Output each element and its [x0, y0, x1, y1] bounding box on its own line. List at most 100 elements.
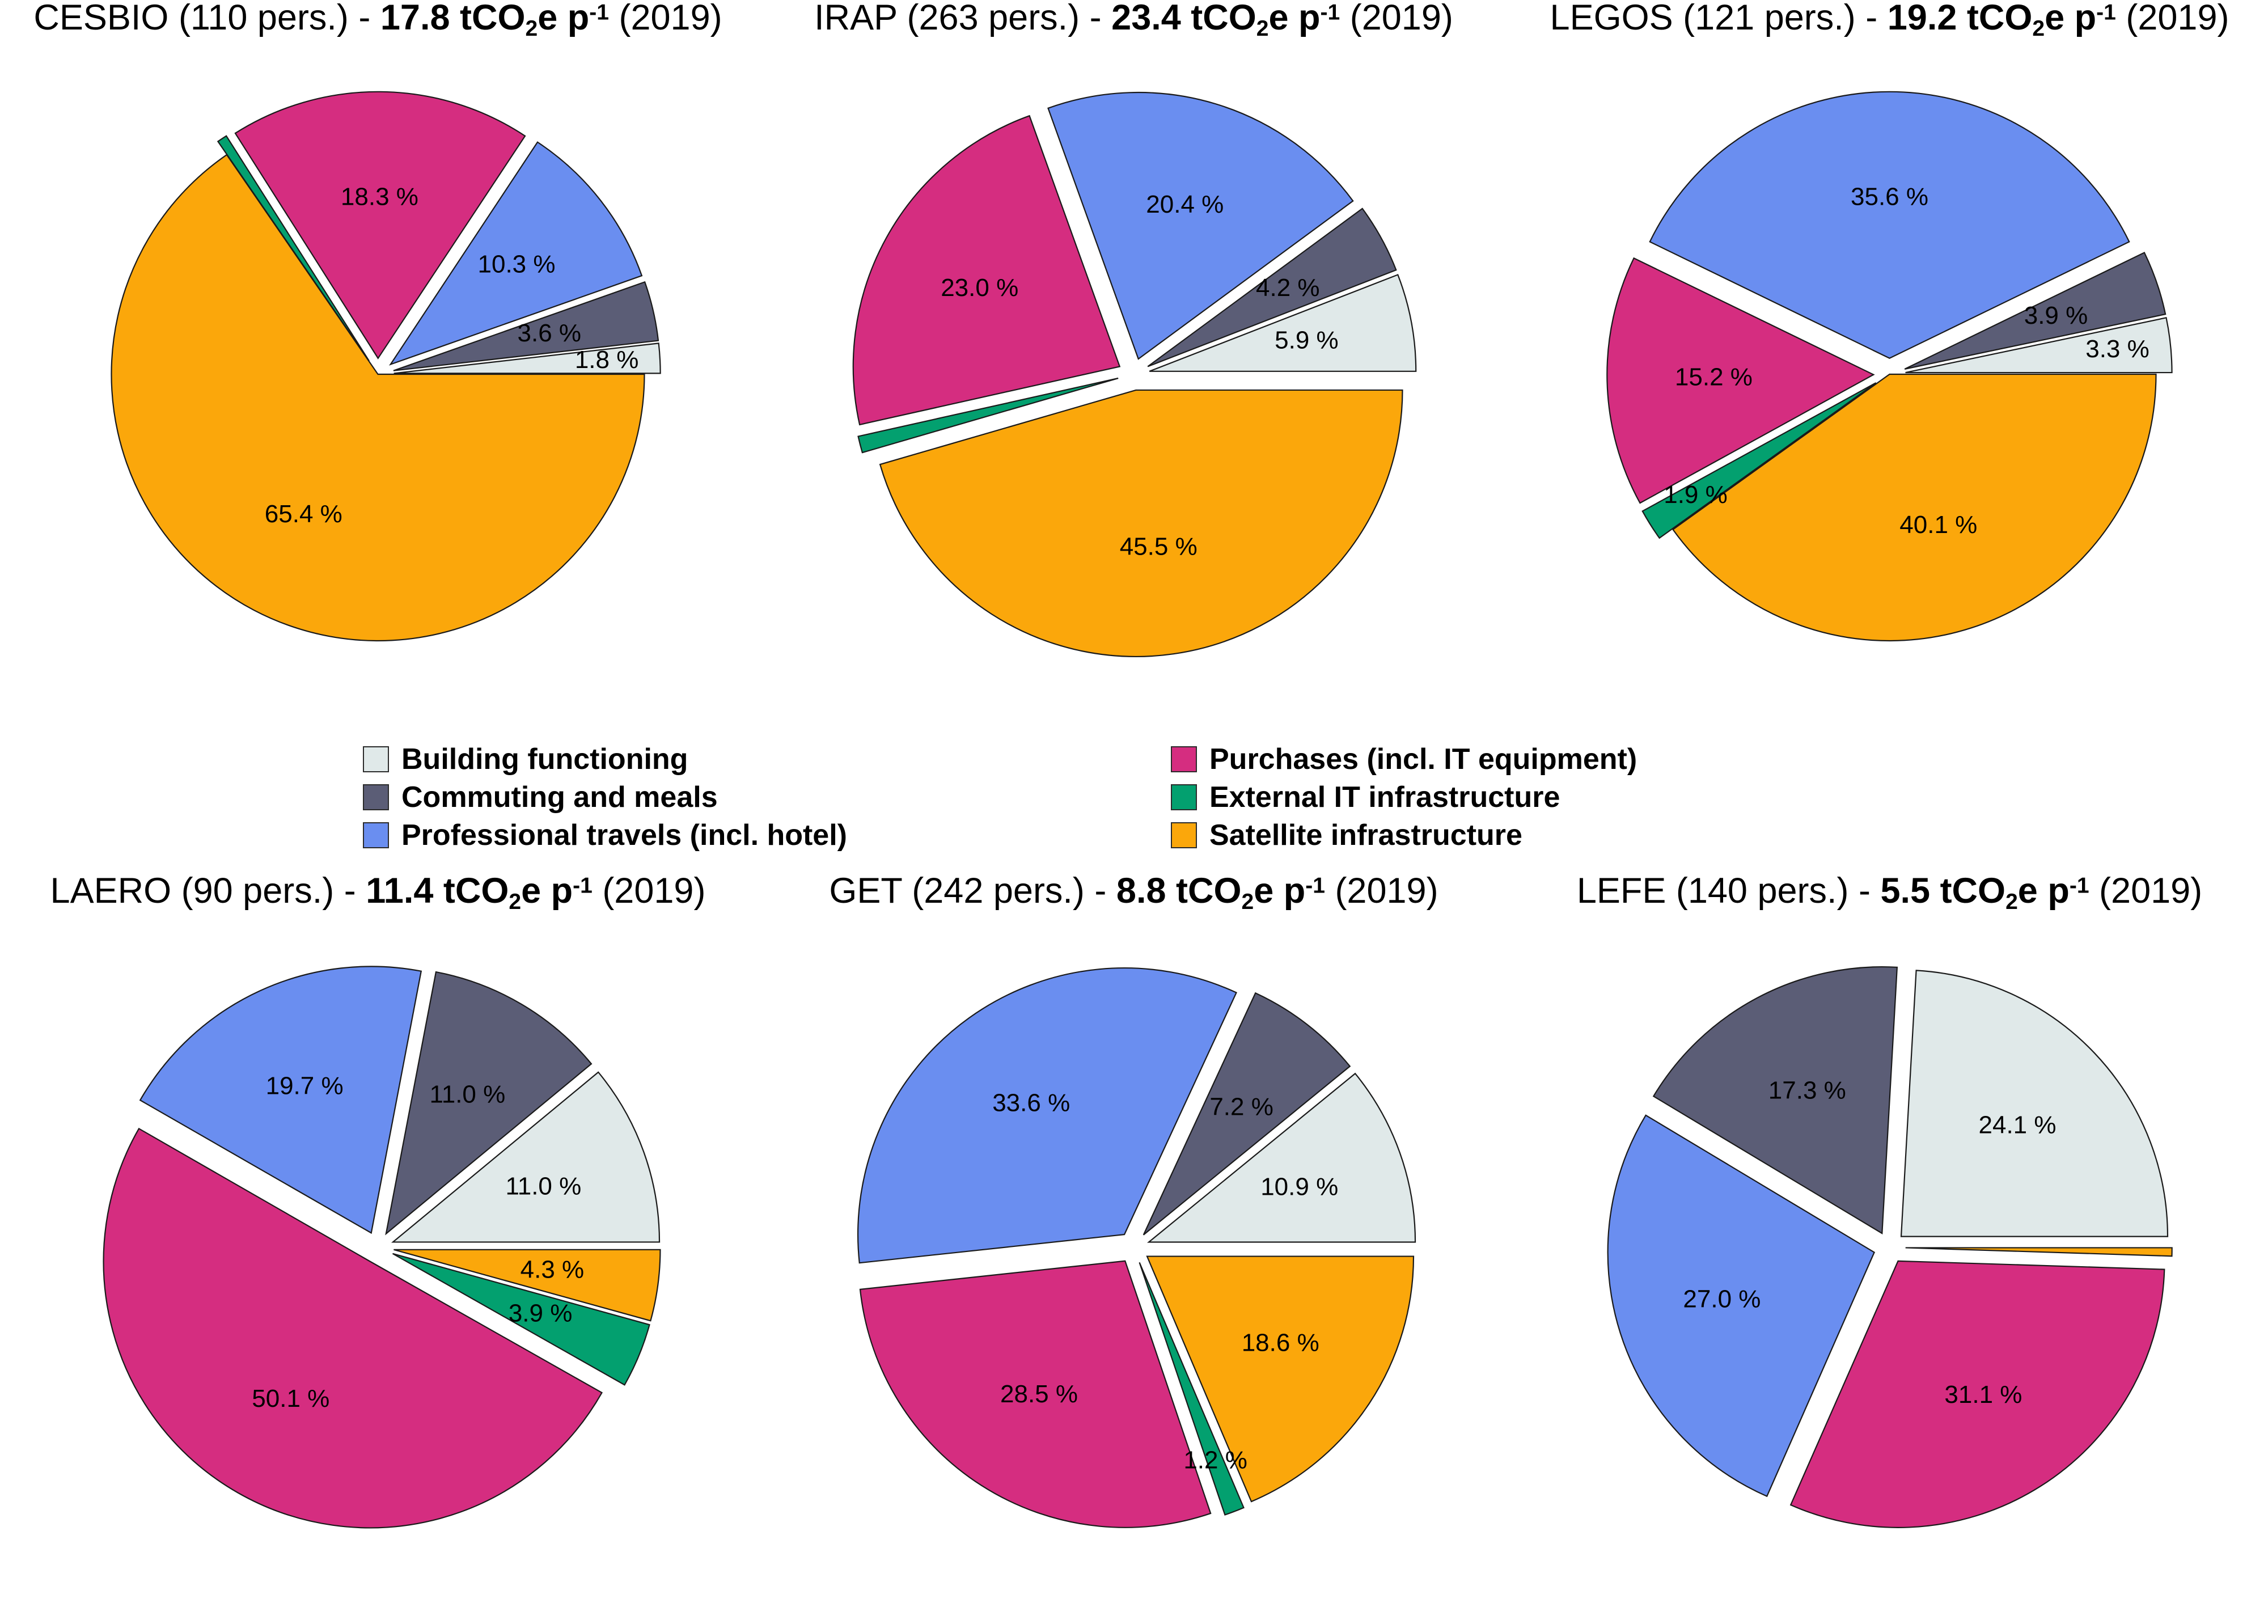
pie-slice-external_it[interactable]: [392, 1253, 650, 1386]
panel-title-laero: LAERO (90 pers.) - 11.4 tCO2e p-1 (2019): [0, 873, 756, 913]
pie-svg: 5.9 % 4.2 % 20.4 % 23.0 % 45.5 %: [852, 91, 1417, 657]
pie-slice-label: 45.5 %: [1120, 533, 1198, 561]
pie-slice-label: 50.1 %: [252, 1385, 329, 1412]
pie-slice-purchases[interactable]: [852, 115, 1121, 426]
pie-slice-building[interactable]: [1900, 970, 2169, 1237]
pie-slice-satellite[interactable]: [1905, 1247, 2173, 1257]
pie-slice-label: 31.1 %: [1944, 1381, 2022, 1409]
pie-chart-irap[interactable]: 5.9 % 4.2 % 20.4 % 23.0 % 45.5 %: [756, 40, 1512, 697]
pie-svg: 3.3 % 3.9 % 35.6 % 15.2 % 1.9 % 40.1 %: [1606, 91, 2173, 642]
pie-slice-purchases[interactable]: [1606, 257, 1875, 504]
panel-title-year: (2019): [1340, 0, 1453, 37]
pie-slice-building[interactable]: [391, 1071, 661, 1243]
legend-item-purchases: Purchases (incl. IT equipment): [1171, 745, 1894, 774]
pie-slice-label: 20.4 %: [1146, 191, 1224, 218]
legend-swatch-building-icon: [363, 746, 389, 772]
panel-title-intensity: 8.8 tCO2e p-1: [1116, 871, 1325, 914]
pie-slice-label: 10.3 %: [478, 251, 556, 278]
pie-slice-external_it[interactable]: [1139, 1262, 1245, 1516]
pie-slice-external_it[interactable]: [217, 135, 370, 362]
panel-title-intensity: 17.8 tCO2e p-1: [380, 0, 609, 41]
pie-slice-travels[interactable]: [1607, 1114, 1876, 1498]
pie-slice-commuting[interactable]: [1143, 992, 1351, 1236]
pie-slice-label: 23.0 %: [941, 274, 1018, 302]
pie-slice-label: 17.3 %: [1768, 1077, 1846, 1105]
legend-label-satellite: Satellite infrastructure: [1209, 818, 1522, 852]
legend-label-external_it: External IT infrastructure: [1209, 780, 1560, 814]
panel-title-irap: IRAP (263 pers.) - 23.4 tCO2e p-1 (2019): [756, 0, 1512, 40]
pie-slice-label: 1.8 %: [575, 346, 639, 374]
pie-slice-label: 27.0 %: [1683, 1285, 1761, 1313]
panel-title-intensity: 11.4 tCO2e p-1: [366, 871, 593, 914]
panel-title-lefe: LEFE (140 pers.) - 5.5 tCO2e p-1 (2019): [1512, 873, 2267, 913]
chart-panel-irap: IRAP (263 pers.) - 23.4 tCO2e p-1 (2019)…: [756, 0, 1512, 697]
panel-title-year: (2019): [2089, 871, 2203, 911]
pie-chart-legos[interactable]: 3.3 % 3.9 % 35.6 % 15.2 % 1.9 % 40.1 %: [1512, 40, 2267, 697]
pie-slice-satellite[interactable]: [111, 154, 645, 642]
pie-chart-lefe[interactable]: 24.1 % 17.3 % 27.0 % 31.1 %: [1512, 913, 2267, 1571]
pie-slice-travels[interactable]: [1649, 91, 2130, 360]
chart-panel-cesbio: CESBIO (110 pers.) - 17.8 tCO2e p-1 (201…: [0, 0, 756, 697]
pie-slice-label: 18.3 %: [341, 183, 418, 210]
pie-slice-external_it[interactable]: [857, 377, 1119, 454]
pie-slice-label: 35.6 %: [1851, 183, 1928, 210]
legend-item-travels: Professional travels (incl. hotel): [363, 821, 1086, 850]
panel-title-lab: CESBIO (110 pers.) -: [33, 0, 380, 37]
pie-slice-label: 11.0 %: [430, 1081, 506, 1109]
legend-swatch-purchases-icon: [1171, 746, 1197, 772]
pie-slice-label: 3.3 %: [2085, 335, 2149, 363]
pie-slice-travels[interactable]: [389, 141, 643, 366]
pie-slice-satellite[interactable]: [879, 389, 1403, 657]
pie-chart-get[interactable]: 10.9 % 7.2 % 33.6 % 28.5 % 1.2 % 18.6 %: [756, 913, 1512, 1571]
pie-chart-laero[interactable]: 11.0 % 11.0 % 19.7 % 50.1 % 3.9 % 4.3 %: [0, 913, 756, 1571]
pie-slice-commuting[interactable]: [1904, 251, 2167, 370]
panel-title-lab: GET (242 pers.) -: [829, 871, 1116, 911]
pie-slice-satellite[interactable]: [1146, 1255, 1415, 1503]
pie-slice-satellite[interactable]: [1672, 373, 2157, 642]
panel-title-lab: LEFE (140 pers.) -: [1576, 871, 1881, 911]
pie-svg: 24.1 % 17.3 % 27.0 % 31.1 %: [1607, 966, 2173, 1528]
pie-slice-purchases[interactable]: [1789, 1260, 2165, 1528]
pie-slice-label: 40.1 %: [1899, 511, 1977, 539]
pie-slice-label: 7.2 %: [1209, 1093, 1273, 1121]
pie-slice-travels[interactable]: [139, 966, 422, 1234]
legend-swatch-satellite-icon: [1171, 822, 1197, 848]
pie-slice-label: 28.5 %: [1000, 1380, 1078, 1408]
pie-slice-commuting[interactable]: [1147, 208, 1397, 367]
pie-slice-building[interactable]: [1149, 274, 1417, 372]
pie-svg: 1.8 %3.6 % 10.3 % 18.3 % 65.4 %: [111, 91, 661, 642]
pie-slice-label: 5.9 %: [1275, 326, 1339, 354]
pie-slice-purchases[interactable]: [234, 91, 526, 360]
pie-slice-travels[interactable]: [1047, 91, 1354, 360]
pie-chart-cesbio[interactable]: 1.8 % 3.6 % 10.3 % 18.3 % 65.4 %: [0, 40, 756, 697]
pie-slice-commuting[interactable]: [1652, 966, 1898, 1234]
panel-title-lab: LEGOS (121 pers.) -: [1550, 0, 1888, 37]
pie-slice-label: 24.1 %: [1979, 1111, 2057, 1139]
panel-title-lab: IRAP (263 pers.) -: [814, 0, 1112, 37]
panel-title-intensity: 19.2 tCO2e p-1: [1887, 0, 2116, 41]
pie-slice-commuting[interactable]: [385, 971, 593, 1236]
pie-slice-label: 1.9 %: [1664, 481, 1728, 509]
pie-slice-label: 3.6 %: [518, 319, 582, 347]
panel-title-year: (2019): [592, 871, 706, 911]
legend-item-external_it: External IT infrastructure: [1171, 783, 1894, 812]
pie-slice-label: 33.6 %: [992, 1089, 1070, 1117]
panel-title-year: (2019): [608, 0, 722, 37]
chart-panel-legos: LEGOS (121 pers.) - 19.2 tCO2e p-1 (2019…: [1512, 0, 2267, 697]
pie-slice-commuting[interactable]: [393, 281, 659, 371]
pie-slice-label: 3.9 %: [509, 1299, 573, 1327]
pie-slice-building[interactable]: [1905, 317, 2173, 374]
pie-slice-label: 19.7 %: [266, 1072, 344, 1100]
pie-slice-satellite[interactable]: [393, 1249, 661, 1322]
pie-slice-purchases[interactable]: [859, 1260, 1212, 1528]
pie-slice-label: 4.3 %: [521, 1255, 585, 1283]
pie-slice-travels[interactable]: [857, 967, 1237, 1264]
pie-slice-building[interactable]: [393, 342, 661, 374]
panel-title-lab: LAERO (90 pers.) -: [50, 871, 366, 911]
pie-slice-purchases[interactable]: [103, 1127, 603, 1529]
charts-row-top: CESBIO (110 pers.) - 17.8 tCO2e p-1 (201…: [0, 0, 2268, 697]
chart-panel-get: GET (242 pers.) - 8.8 tCO2e p-1 (2019) 1…: [756, 873, 1512, 1571]
pie-slice-external_it[interactable]: [1641, 382, 1877, 539]
pie-slice-building[interactable]: [1146, 1072, 1416, 1243]
